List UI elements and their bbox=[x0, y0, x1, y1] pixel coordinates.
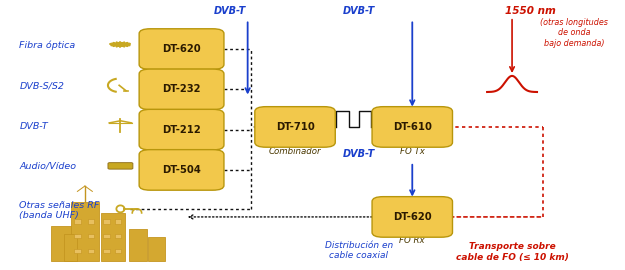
Text: DT-610: DT-610 bbox=[393, 122, 432, 132]
FancyBboxPatch shape bbox=[115, 234, 121, 238]
FancyBboxPatch shape bbox=[372, 107, 452, 147]
FancyBboxPatch shape bbox=[103, 234, 109, 238]
FancyBboxPatch shape bbox=[51, 226, 72, 261]
Circle shape bbox=[116, 43, 125, 46]
Text: Otras señales RF
(banda UHF): Otras señales RF (banda UHF) bbox=[19, 201, 100, 220]
FancyBboxPatch shape bbox=[88, 234, 94, 238]
FancyBboxPatch shape bbox=[74, 234, 81, 238]
FancyBboxPatch shape bbox=[74, 219, 81, 224]
FancyBboxPatch shape bbox=[88, 219, 94, 224]
Text: DVB-T: DVB-T bbox=[19, 122, 48, 131]
FancyBboxPatch shape bbox=[115, 249, 121, 253]
FancyBboxPatch shape bbox=[108, 163, 133, 169]
FancyBboxPatch shape bbox=[115, 219, 121, 224]
FancyBboxPatch shape bbox=[74, 249, 81, 253]
FancyBboxPatch shape bbox=[139, 69, 224, 110]
Text: (otras longitudes
de onda
bajo demanda): (otras longitudes de onda bajo demanda) bbox=[541, 18, 608, 48]
FancyBboxPatch shape bbox=[64, 234, 77, 261]
Text: FO Rx: FO Rx bbox=[399, 236, 425, 245]
FancyBboxPatch shape bbox=[71, 202, 99, 261]
FancyBboxPatch shape bbox=[255, 107, 335, 147]
Text: DT-232: DT-232 bbox=[162, 84, 201, 94]
FancyBboxPatch shape bbox=[139, 109, 224, 150]
Text: DVB-T: DVB-T bbox=[342, 149, 375, 159]
Text: Combinador: Combinador bbox=[269, 147, 321, 156]
FancyBboxPatch shape bbox=[139, 150, 224, 190]
FancyBboxPatch shape bbox=[139, 29, 224, 69]
Text: DT-212: DT-212 bbox=[162, 125, 201, 135]
Text: DT-620: DT-620 bbox=[393, 212, 432, 222]
Text: Fibra óptica: Fibra óptica bbox=[19, 40, 76, 50]
FancyBboxPatch shape bbox=[129, 229, 148, 261]
FancyBboxPatch shape bbox=[372, 197, 452, 237]
Text: DT-504: DT-504 bbox=[162, 165, 201, 175]
Text: Audio/Vídeo: Audio/Vídeo bbox=[19, 162, 76, 171]
Text: DVB-T: DVB-T bbox=[214, 6, 246, 16]
FancyBboxPatch shape bbox=[88, 249, 94, 253]
Text: Transporte sobre
cable de FO (≤ 10 km): Transporte sobre cable de FO (≤ 10 km) bbox=[456, 242, 569, 262]
Text: Distribución en
cable coaxial: Distribución en cable coaxial bbox=[324, 241, 392, 260]
Text: 1550 nm: 1550 nm bbox=[504, 6, 556, 16]
FancyBboxPatch shape bbox=[103, 219, 109, 224]
FancyBboxPatch shape bbox=[103, 249, 109, 253]
Text: DVB-T: DVB-T bbox=[342, 6, 375, 16]
FancyBboxPatch shape bbox=[101, 213, 125, 261]
Text: FO Tx: FO Tx bbox=[400, 147, 425, 156]
Text: DVB-S/S2: DVB-S/S2 bbox=[19, 81, 64, 90]
Text: DT-710: DT-710 bbox=[276, 122, 314, 132]
Text: DT-620: DT-620 bbox=[162, 44, 201, 54]
FancyBboxPatch shape bbox=[148, 237, 166, 261]
